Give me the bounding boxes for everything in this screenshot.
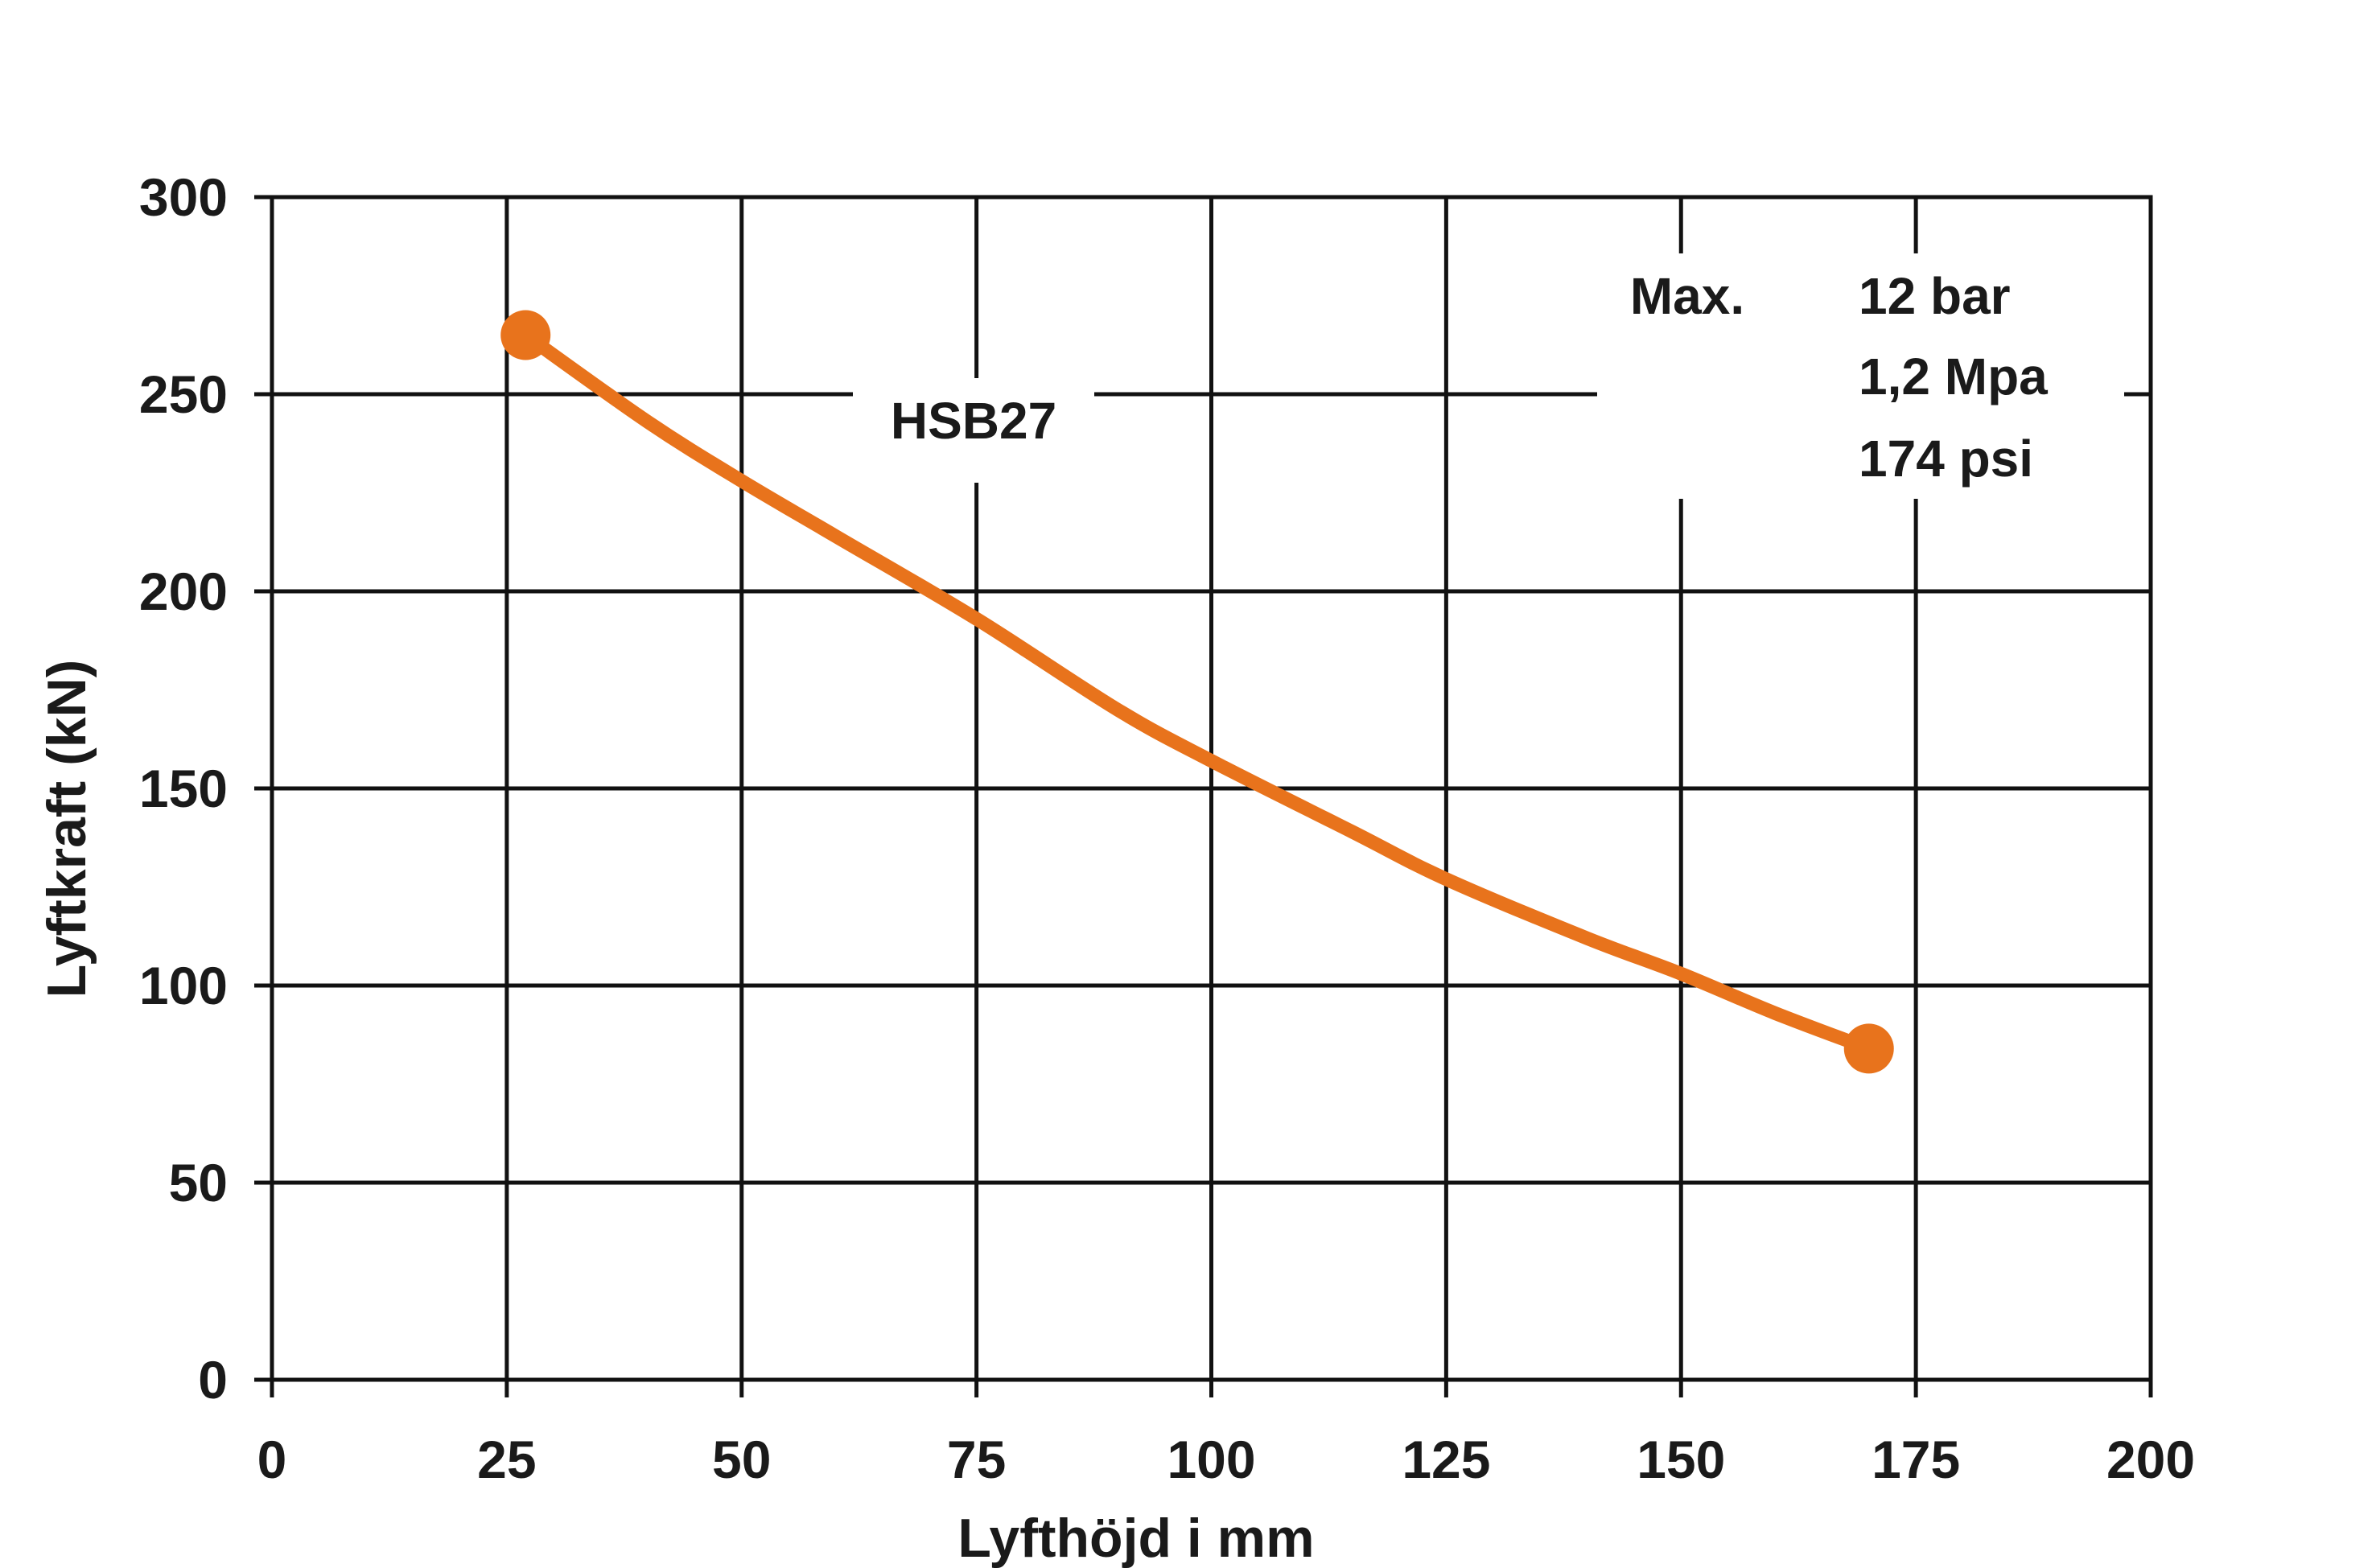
y-tick-label-200: 200 bbox=[139, 562, 228, 621]
pressure-psi-label: 174 psi bbox=[1859, 430, 2033, 488]
tick-labels: 0 25 50 75 100 125 150 175 200 0 50 100 150 200 250 300 bbox=[139, 167, 2195, 1489]
series-label-hsb27: HSB27 bbox=[891, 392, 1056, 450]
axis-ticks bbox=[254, 195, 2153, 1397]
x-tick-label-150: 150 bbox=[1637, 1430, 1725, 1489]
series-label-background bbox=[853, 378, 1094, 483]
y-tick-label-300: 300 bbox=[139, 167, 228, 227]
x-tick-label-100: 100 bbox=[1167, 1430, 1255, 1489]
pressure-mpa-label: 1,2 Mpa bbox=[1859, 348, 2048, 405]
x-tick-label-200: 200 bbox=[2106, 1430, 2195, 1489]
chart-grid bbox=[270, 195, 2153, 1382]
series-line-hsb27 bbox=[518, 328, 1876, 1056]
annotation-backgrounds bbox=[853, 253, 2124, 499]
x-tick-label-175: 175 bbox=[1872, 1430, 1960, 1489]
x-tick-label-50: 50 bbox=[712, 1430, 771, 1489]
series-layer bbox=[500, 310, 1894, 1074]
x-axis-title: Lyfthöjd i mm bbox=[957, 1508, 1314, 1568]
y-tick-label-100: 100 bbox=[139, 956, 228, 1015]
pressure-bar-label: 12 bar bbox=[1859, 267, 2011, 325]
x-tick-label-75: 75 bbox=[947, 1430, 1006, 1489]
max-label: Max. bbox=[1630, 267, 1744, 325]
y-tick-label-0: 0 bbox=[198, 1350, 228, 1410]
series-marker-end bbox=[1843, 1023, 1894, 1074]
y-tick-label-150: 150 bbox=[139, 759, 228, 818]
y-tick-label-50: 50 bbox=[169, 1153, 228, 1212]
x-tick-label-125: 125 bbox=[1402, 1430, 1490, 1489]
y-tick-label-250: 250 bbox=[139, 364, 228, 424]
y-axis-title: Lyftkraft (kN) bbox=[36, 660, 97, 998]
series-marker-start bbox=[500, 310, 551, 360]
x-tick-label-0: 0 bbox=[257, 1430, 287, 1489]
x-tick-label-25: 25 bbox=[477, 1430, 536, 1489]
pressure-annotation-background bbox=[1597, 253, 2124, 499]
